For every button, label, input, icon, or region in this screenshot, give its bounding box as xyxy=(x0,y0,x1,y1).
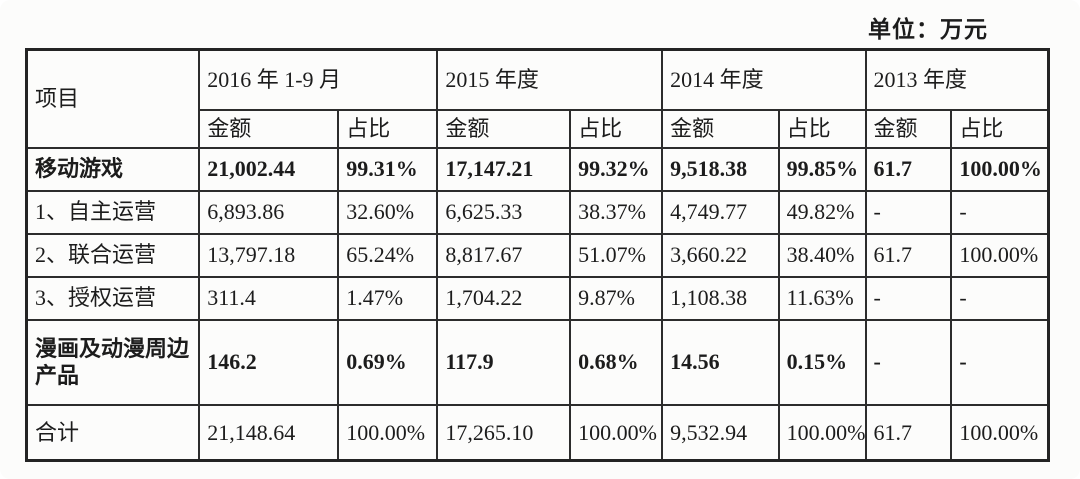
cell-amount-2013: - xyxy=(864,318,953,406)
cell-ratio-2016: 65.24% xyxy=(337,232,439,278)
unit-label: 单位：万元 xyxy=(868,17,988,42)
header-row-periods: 项目 2016 年 1-9 月 2015 年度 2014 年度 2013 年度 xyxy=(25,48,1050,149)
header-row-subcolumns: 金额 占比 金额 占比 金额 占比 金额 占比 xyxy=(27,108,1050,149)
cell-amount-2015: 1,704.22 xyxy=(436,275,572,321)
cell-amount-2015: 117.9 xyxy=(436,318,572,406)
table-row-comics-merchandise: 漫画及动漫周边产品 146.2 0.69% 117.9 0.68% 14.56 … xyxy=(25,318,1050,406)
cell-amount-2013: 61.7 xyxy=(864,403,953,462)
subheader-amount-2016: 金额 xyxy=(198,108,340,149)
table-row-joint-operated: 2、联合运营 13,797.18 65.24% 8,817.67 51.07% … xyxy=(25,232,1050,278)
cell-ratio-2016: 0.69% xyxy=(337,318,439,406)
cell-ratio-2014: 49.82% xyxy=(777,189,867,235)
cell-ratio-2015: 0.68% xyxy=(569,318,664,406)
cell-amount-2013: - xyxy=(864,189,953,235)
cell-amount-2016: 311.4 xyxy=(198,275,340,321)
cell-amount-2016: 21,002.44 xyxy=(198,146,340,192)
row-label: 3、授权运营 xyxy=(25,275,201,321)
row-label: 2、联合运营 xyxy=(25,232,201,278)
cell-ratio-2014: 99.85% xyxy=(777,146,867,192)
table-row-total: 合计 21,148.64 100.00% 17,265.10 100.00% 9… xyxy=(25,403,1050,462)
cell-amount-2013: 61.7 xyxy=(864,146,953,192)
cell-ratio-2016: 99.31% xyxy=(337,146,439,192)
cell-ratio-2014: 11.63% xyxy=(777,275,867,321)
cell-amount-2014: 14.56 xyxy=(661,318,780,406)
cell-amount-2015: 6,625.33 xyxy=(436,189,572,235)
cell-amount-2016: 6,893.86 xyxy=(198,189,340,235)
cell-ratio-2013: - xyxy=(950,318,1050,406)
table-row-self-operated: 1、自主运营 6,893.86 32.60% 6,625.33 38.37% 4… xyxy=(25,189,1050,235)
column-header-period-2015: 2015 年度 xyxy=(436,48,664,111)
cell-ratio-2013: 100.00% xyxy=(950,232,1050,278)
cell-ratio-2015: 99.32% xyxy=(569,146,664,192)
cell-ratio-2015: 100.00% xyxy=(569,403,664,462)
subheader-ratio-2015: 占比 xyxy=(569,108,664,149)
cell-amount-2014: 1,108.38 xyxy=(661,275,780,321)
column-header-item: 项目 xyxy=(25,48,201,149)
cell-ratio-2016: 100.00% xyxy=(337,403,439,462)
cell-ratio-2013: - xyxy=(950,189,1050,235)
cell-ratio-2016: 32.60% xyxy=(337,189,439,235)
cell-amount-2013: 61.7 xyxy=(864,232,953,278)
cell-amount-2016: 13,797.18 xyxy=(198,232,340,278)
row-label: 漫画及动漫周边产品 xyxy=(25,318,201,406)
subheader-ratio-2013: 占比 xyxy=(950,108,1050,149)
column-header-period-2014: 2014 年度 xyxy=(661,48,867,111)
cell-amount-2014: 4,749.77 xyxy=(661,189,780,235)
cell-amount-2015: 8,817.67 xyxy=(436,232,572,278)
row-label: 移动游戏 xyxy=(25,146,201,192)
cell-ratio-2013: - xyxy=(950,275,1050,321)
cell-amount-2014: 3,660.22 xyxy=(661,232,780,278)
cell-amount-2014: 9,518.38 xyxy=(661,146,780,192)
row-label: 合计 xyxy=(25,403,201,462)
column-header-period-2013: 2013 年度 xyxy=(864,48,1050,111)
cell-amount-2015: 17,147.21 xyxy=(436,146,572,192)
cell-amount-2016: 146.2 xyxy=(198,318,340,406)
cell-amount-2015: 17,265.10 xyxy=(436,403,572,462)
cell-amount-2013: - xyxy=(864,275,953,321)
cell-amount-2014: 9,532.94 xyxy=(661,403,780,462)
subheader-amount-2015: 金额 xyxy=(436,108,572,149)
subheader-amount-2014: 金额 xyxy=(661,108,780,149)
cell-ratio-2013: 100.00% xyxy=(950,146,1050,192)
cell-ratio-2014: 100.00% xyxy=(777,403,867,462)
revenue-breakdown-table: 项目 2016 年 1-9 月 2015 年度 2014 年度 2013 年度 … xyxy=(25,48,1050,462)
subheader-amount-2013: 金额 xyxy=(864,108,953,149)
cell-ratio-2013: 100.00% xyxy=(950,403,1050,462)
table-row-licensed-operated: 3、授权运营 311.4 1.47% 1,704.22 9.87% 1,108.… xyxy=(25,275,1050,321)
column-header-period-2016: 2016 年 1-9 月 xyxy=(198,48,439,111)
cell-ratio-2014: 0.15% xyxy=(777,318,867,406)
cell-ratio-2015: 38.37% xyxy=(569,189,664,235)
table-row-mobile-games: 移动游戏 21,002.44 99.31% 17,147.21 99.32% 9… xyxy=(25,146,1050,192)
subheader-ratio-2016: 占比 xyxy=(337,108,439,149)
subheader-ratio-2014: 占比 xyxy=(777,108,867,149)
cell-ratio-2016: 1.47% xyxy=(337,275,439,321)
cell-ratio-2015: 9.87% xyxy=(569,275,664,321)
cell-ratio-2014: 38.40% xyxy=(777,232,867,278)
row-label: 1、自主运营 xyxy=(25,189,201,235)
cell-ratio-2015: 51.07% xyxy=(569,232,664,278)
cell-amount-2016: 21,148.64 xyxy=(198,403,340,462)
